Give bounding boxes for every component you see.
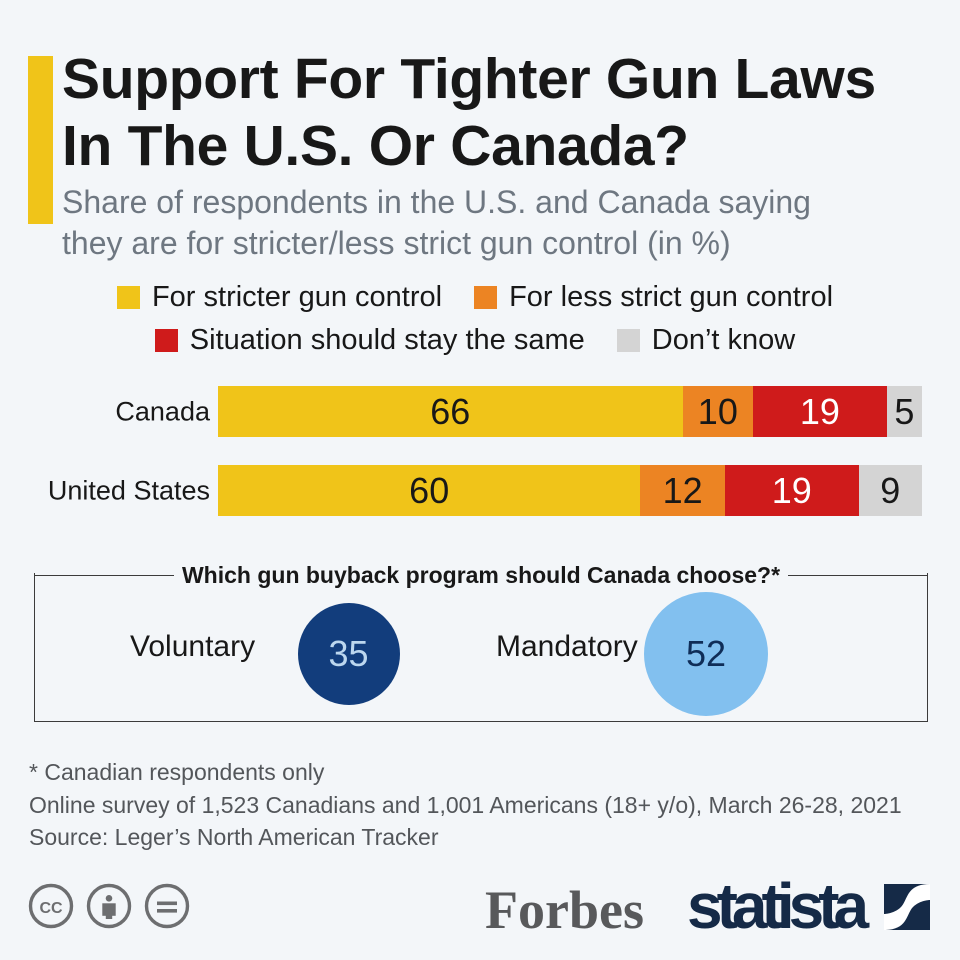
svg-text:CC: CC	[39, 900, 63, 917]
